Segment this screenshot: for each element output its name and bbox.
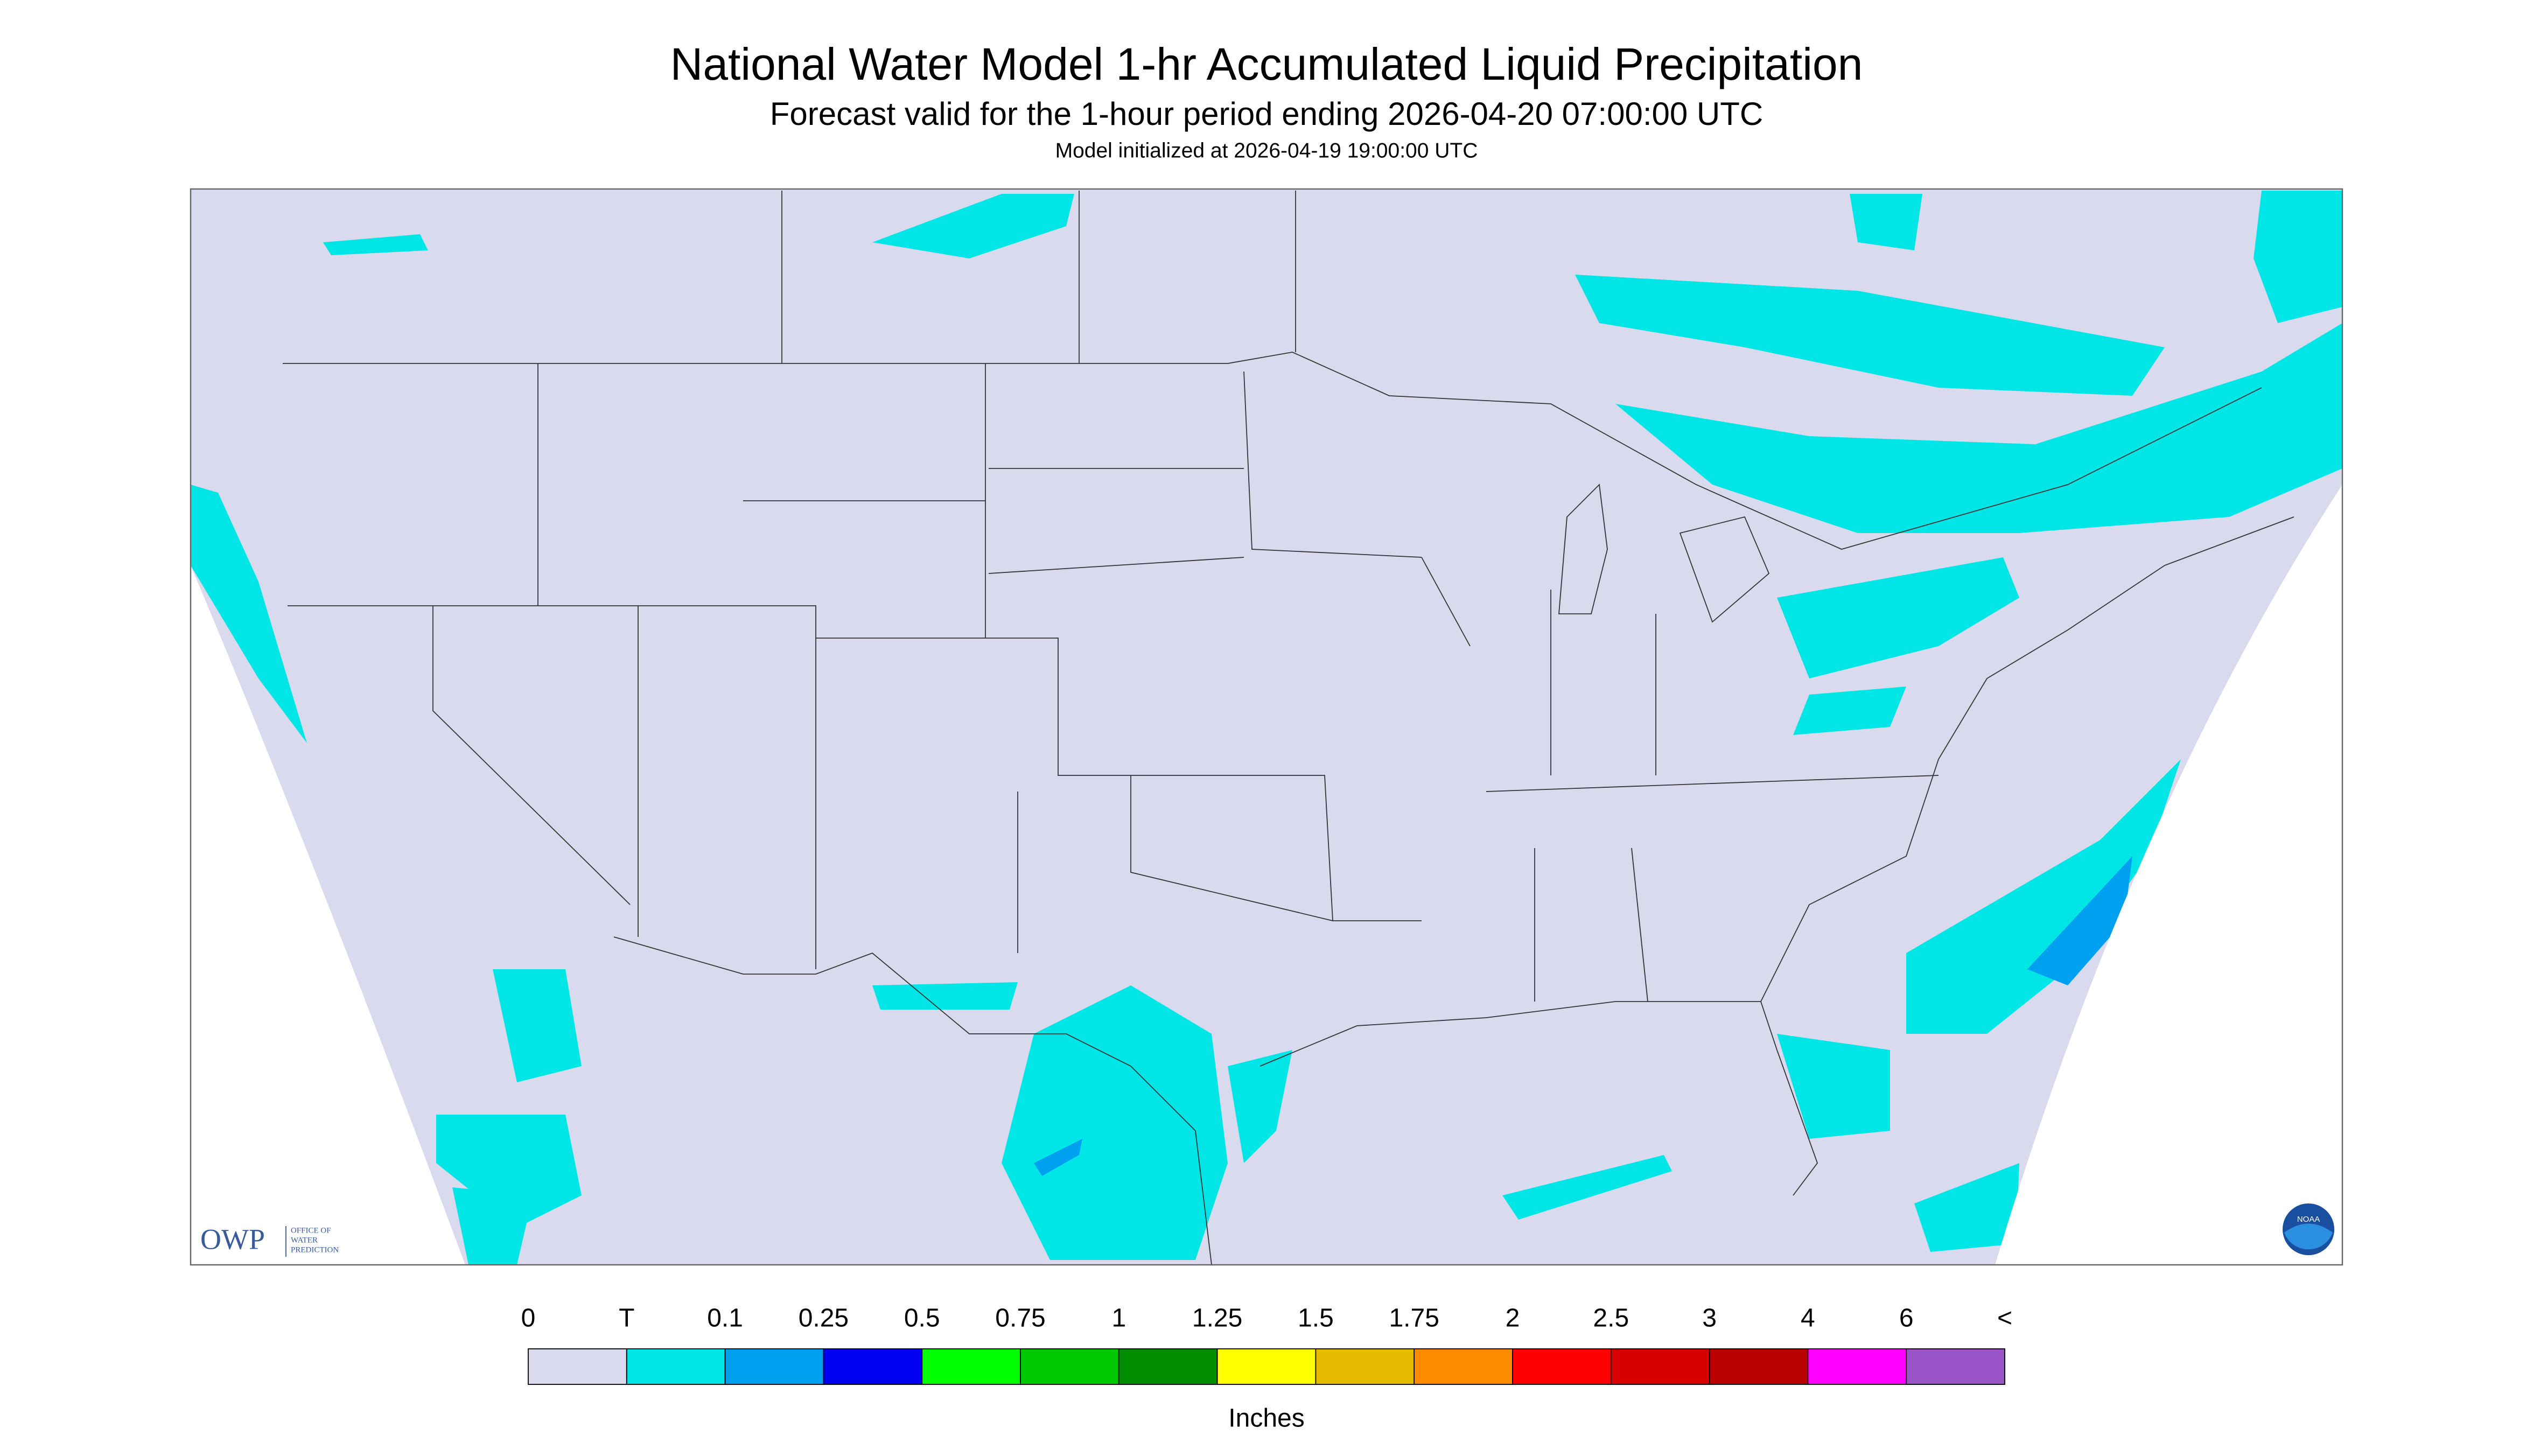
legend-label: 3 — [1702, 1304, 1717, 1333]
precip — [191, 485, 307, 744]
precip — [493, 969, 582, 1083]
lake — [1558, 484, 1770, 623]
legend-label: 1.25 — [1192, 1304, 1242, 1333]
title: National Water Model 1-hr Accumulated Li… — [670, 39, 1863, 89]
legend-swatch — [1807, 1348, 1907, 1385]
owp-logo: OWP — [200, 1223, 265, 1255]
legend-label: 0 — [521, 1304, 536, 1333]
legend: 0 T 0.1 0.25 0.5 0.75 1 1.25 1.5 1.75 2 2.5 3 4 6 < — [521, 1304, 2012, 1385]
legend-swatch — [1512, 1348, 1612, 1385]
precip — [1793, 687, 1906, 736]
precip — [1615, 323, 2342, 534]
legend-swatch — [921, 1348, 1021, 1385]
legend-swatch — [1020, 1348, 1119, 1385]
precip — [1914, 1163, 2019, 1252]
legend-label: 0.1 — [707, 1304, 743, 1333]
boundaries — [283, 191, 2294, 1265]
owp-text: OFFICE OF — [291, 1226, 331, 1235]
precip — [1228, 1050, 1292, 1164]
legend-swatch — [1118, 1348, 1218, 1385]
legend-label: 1.5 — [1298, 1304, 1334, 1333]
noaa-text: NOAA — [2297, 1215, 2320, 1224]
owp-text: PREDICTION — [291, 1245, 339, 1254]
noaa-wave — [2284, 1223, 2333, 1250]
legend-label: 2.5 — [1593, 1304, 1629, 1333]
owp-text: WATER — [291, 1236, 318, 1244]
map-frame — [190, 188, 2343, 1266]
legend-unit: Inches — [1228, 1404, 1304, 1433]
projection-edge — [191, 565, 465, 1265]
legend-label: 0.75 — [995, 1304, 1045, 1333]
map: OWP OFFICE OF WATER PREDICTION NOAA — [190, 188, 2343, 1266]
precip — [452, 1187, 533, 1265]
legend-swatch — [1414, 1348, 1513, 1385]
legend-swatch — [1610, 1348, 1710, 1385]
legend-label: 0.5 — [904, 1304, 940, 1333]
legend-swatch — [1216, 1348, 1317, 1385]
coast — [1259, 516, 2294, 1196]
precip — [1502, 1155, 1672, 1220]
init-time: Model initialized at 2026-04-19 19:00:00… — [1055, 139, 1478, 162]
legend-swatch — [626, 1348, 726, 1385]
precip — [872, 194, 1074, 259]
precip-heavy — [2027, 856, 2132, 986]
border — [613, 936, 1212, 1265]
legend-swatch — [724, 1348, 824, 1385]
precip-areas — [191, 191, 2342, 1265]
state-line — [288, 605, 1422, 921]
precip — [872, 982, 1018, 1010]
precip — [436, 1115, 582, 1228]
precip — [1850, 194, 1922, 251]
legend-swatch — [823, 1348, 923, 1385]
legend-label: 4 — [1801, 1304, 1815, 1333]
legend-label: 1 — [1111, 1304, 1126, 1333]
legend-swatch — [1906, 1348, 2005, 1385]
precip-heavy — [1034, 1139, 1082, 1177]
subtitle: Forecast valid for the 1-hour period end… — [770, 96, 1763, 132]
precip — [1777, 1034, 1890, 1139]
legend-label: 6 — [1899, 1304, 1914, 1333]
legend-label: 0.25 — [799, 1304, 849, 1333]
legend-label: T — [619, 1304, 634, 1333]
precip — [323, 234, 428, 256]
legend-label: < — [1997, 1304, 2012, 1333]
precip — [1575, 275, 2165, 396]
projection-edge — [1995, 485, 2342, 1265]
legend-swatch — [528, 1348, 627, 1385]
precip — [1906, 759, 2181, 1034]
precip — [1777, 557, 2019, 679]
legend-label: 1.75 — [1389, 1304, 1439, 1333]
province-line — [781, 191, 1296, 364]
legend-swatch — [1709, 1348, 1809, 1385]
legend-label: 2 — [1506, 1304, 1520, 1333]
state-line — [432, 363, 1939, 1002]
precip — [2254, 191, 2342, 324]
legend-swatch — [1315, 1348, 1415, 1385]
precip — [1002, 985, 1228, 1261]
border — [283, 352, 2262, 550]
